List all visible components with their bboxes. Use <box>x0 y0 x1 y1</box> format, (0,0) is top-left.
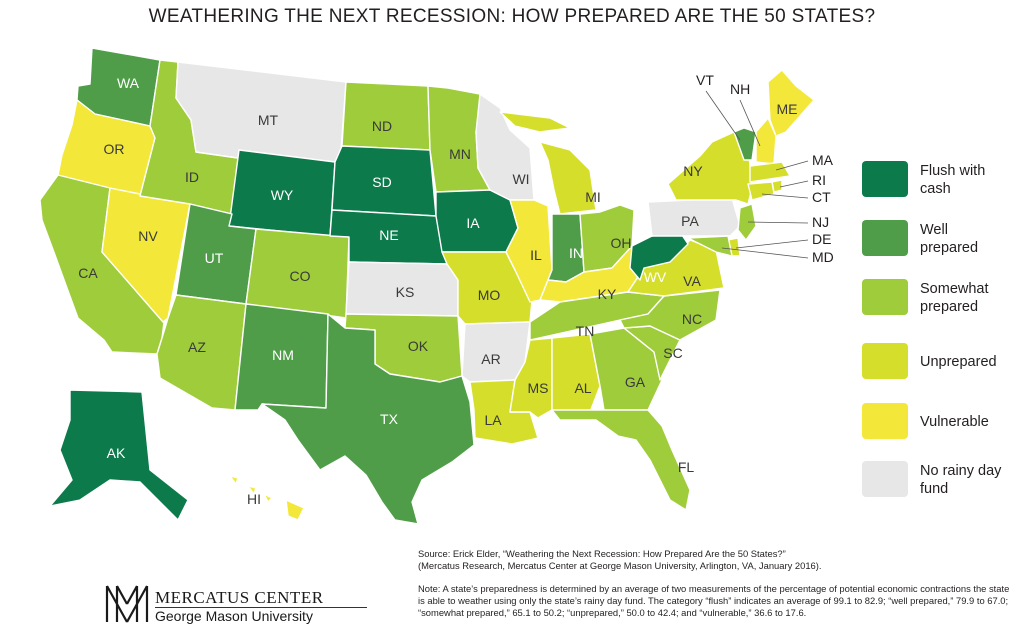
state-label-ks: KS <box>396 284 415 300</box>
map-title: WEATHERING THE NEXT RECESSION: HOW PREPA… <box>148 6 876 27</box>
state-tx <box>261 313 475 525</box>
callout-line-ma <box>775 160 809 171</box>
state-label-nh: NH <box>730 81 750 97</box>
states-layer <box>39 47 815 525</box>
legend-swatch-none <box>862 461 908 497</box>
state-fl <box>551 409 691 511</box>
callout-line-ct <box>761 193 809 199</box>
state-label-ri: RI <box>812 172 826 188</box>
state-label-ms: MS <box>528 380 549 396</box>
logo-subtitle: George Mason University <box>155 608 313 624</box>
state-label-va: VA <box>683 273 701 289</box>
state-label-ky: KY <box>598 286 617 302</box>
state-nc <box>619 289 721 341</box>
state-nj <box>737 203 757 241</box>
state-label-hi: HI <box>247 491 261 507</box>
state-label-in: IN <box>569 245 583 261</box>
state-label-la: LA <box>484 412 502 428</box>
state-mi <box>499 111 597 215</box>
state-label-nc: NC <box>682 311 702 327</box>
legend-swatch-unprepared <box>862 343 908 379</box>
state-label-md: MD <box>812 249 834 265</box>
state-label-mi: MI <box>585 189 601 205</box>
state-il <box>505 199 553 303</box>
state-vt <box>733 127 757 161</box>
state-ct <box>747 181 775 201</box>
state-label-ne: NE <box>379 227 398 243</box>
state-label-sc: SC <box>663 345 682 361</box>
callout-line-ri <box>779 180 809 188</box>
state-label-nd: ND <box>372 118 392 134</box>
state-label-co: CO <box>290 268 311 284</box>
labels-layer: WA OR CA NV ID MT WY UT AZ CO NM ND SD NE KS OK TX MN IA MO… <box>78 75 797 507</box>
state-label-ca: CA <box>78 265 98 281</box>
logo-divider <box>155 607 367 608</box>
state-label-pa: PA <box>681 213 699 229</box>
state-label-ok: OK <box>408 338 429 354</box>
state-label-wy: WY <box>271 187 294 203</box>
state-az <box>156 294 247 411</box>
state-md <box>687 235 733 257</box>
state-label-wv: WV <box>644 269 667 285</box>
state-label-sd: SD <box>372 174 391 190</box>
state-label-il: IL <box>530 247 542 263</box>
state-label-ia: IA <box>466 215 480 231</box>
state-label-de: DE <box>812 231 831 247</box>
legend-label-somewhat: Somewhat prepared <box>920 281 989 315</box>
state-label-vt: VT <box>696 72 714 88</box>
state-label-nm: NM <box>272 347 294 363</box>
state-hi <box>229 475 305 521</box>
state-label-nv: NV <box>138 228 158 244</box>
legend-swatch-flush <box>862 161 908 197</box>
state-label-wa: WA <box>117 75 140 91</box>
callout-line-vt <box>705 90 741 141</box>
state-nh <box>755 117 777 165</box>
state-label-ga: GA <box>625 374 646 390</box>
state-label-tn: TN <box>576 323 595 339</box>
state-nd <box>341 81 431 151</box>
state-label-ct: CT <box>812 189 831 205</box>
state-label-az: AZ <box>188 339 206 355</box>
state-label-ny: NY <box>683 163 703 179</box>
legend-label-vulnerable: Vulnerable <box>920 414 989 430</box>
legend-label-unprepared: Unprepared <box>920 354 997 370</box>
callout-line-nj <box>747 221 809 224</box>
methodology-note: Note: A state’s preparedness is determin… <box>418 583 1010 618</box>
state-label-al: AL <box>574 380 591 396</box>
state-label-wi: WI <box>512 171 529 187</box>
logo-name: MERCATUS CENTER <box>155 588 324 607</box>
legend-label-flush: Flush with cash <box>920 163 986 197</box>
callout-line-md <box>721 247 809 259</box>
state-label-nj: NJ <box>812 214 829 230</box>
legend-label-well: Well prepared <box>920 222 979 256</box>
state-ak <box>49 389 189 521</box>
state-label-tx: TX <box>380 411 399 427</box>
state-label-ar: AR <box>481 351 500 367</box>
state-label-or: OR <box>104 141 125 157</box>
legend-swatch-vulnerable <box>862 403 908 439</box>
mercatus-logo-mark <box>105 585 149 623</box>
state-label-me: ME <box>777 101 798 117</box>
state-al <box>551 333 601 413</box>
state-ma <box>749 161 791 183</box>
state-label-ak: AK <box>107 445 126 461</box>
state-label-id: ID <box>185 169 199 185</box>
callout-line-nh <box>739 99 761 147</box>
legend-swatch-somewhat <box>862 279 908 315</box>
source-citation: Source: Erick Elder, “Weathering the Nex… <box>418 548 822 571</box>
state-label-ut: UT <box>205 250 224 266</box>
state-label-oh: OH <box>611 235 632 251</box>
state-label-mt: MT <box>258 112 279 128</box>
state-label-mn: MN <box>449 146 471 162</box>
state-label-fl: FL <box>678 459 695 475</box>
state-label-ma: MA <box>812 152 834 168</box>
callout-line-de <box>735 239 809 249</box>
legend-label-none: No rainy day fund <box>920 463 1002 497</box>
state-label-mo: MO <box>478 287 501 303</box>
legend-swatch-well <box>862 220 908 256</box>
